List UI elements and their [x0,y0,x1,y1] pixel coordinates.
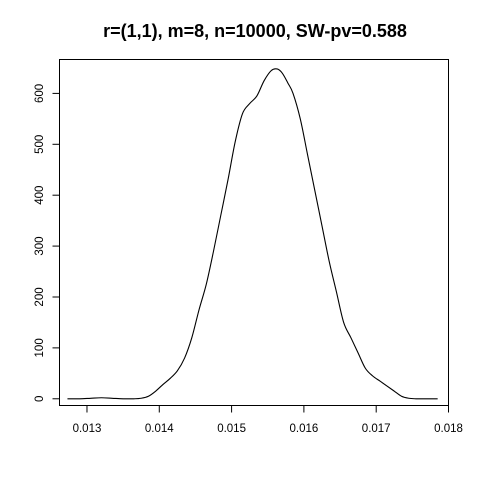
y-tick-label: 300 [34,236,46,255]
chart-title: r=(1,1), m=8, n=10000, SW-pv=0.588 [103,21,407,41]
y-tick-label: 600 [34,84,46,103]
x-tick-label: 0.017 [362,423,391,435]
x-tick-label: 0.016 [289,423,318,435]
y-tick-label: 200 [34,287,46,306]
x-axis: 0.013 0.014 0.015 0.016 0.017 0.018 [73,405,463,435]
y-tick-label: 100 [34,338,46,357]
x-tick-label: 0.013 [73,423,102,435]
plot-area-box [59,59,449,406]
y-tick-label: 0 [34,396,46,402]
y-axis: 0 100 200 300 400 500 600 [34,84,60,402]
density-line [67,68,438,400]
y-tick-label: 400 [34,186,46,205]
x-tick-label: 0.015 [217,423,246,435]
x-tick-label: 0.018 [434,423,463,435]
x-tick-label: 0.014 [145,423,174,435]
y-tick-label: 500 [34,135,46,154]
